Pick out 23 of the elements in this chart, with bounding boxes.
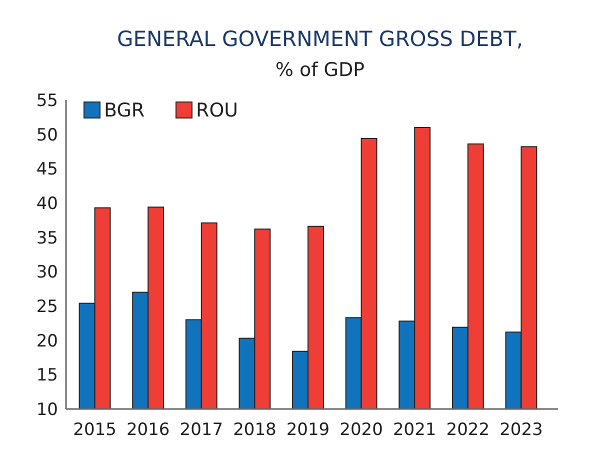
x-tick-label: 2017 [180,420,224,440]
x-tick-label: 2023 [500,420,543,440]
legend-label: ROU [196,100,238,122]
chart-subtitle: % of GDP [275,59,365,81]
x-tick-label: 2021 [392,420,436,440]
y-tick-label: 25 [36,296,58,317]
x-tick-label: 2019 [286,420,330,440]
y-tick-label: 10 [36,400,58,420]
y-tick-label: 40 [36,194,58,214]
y-tick-label: 45 [36,160,58,180]
y-tick-label: 55 [36,90,58,111]
x-tick-label: 2015 [73,420,116,440]
x-tick-label: 2016 [126,420,170,440]
legend-label: BGR [104,100,145,122]
y-tick-label: 20 [36,331,58,352]
y-tick-label: 30 [36,262,58,283]
x-tick-label: 2018 [233,420,276,440]
y-tick-label: 50 [36,125,58,146]
y-tick-label: 15 [36,366,58,386]
chart-title: GENERAL GOVERNMENT GROSS DEBT, [116,27,524,51]
x-tick-label: 2020 [340,420,383,440]
y-tick-label: 35 [36,228,58,248]
x-tick-label: 2022 [446,420,490,440]
